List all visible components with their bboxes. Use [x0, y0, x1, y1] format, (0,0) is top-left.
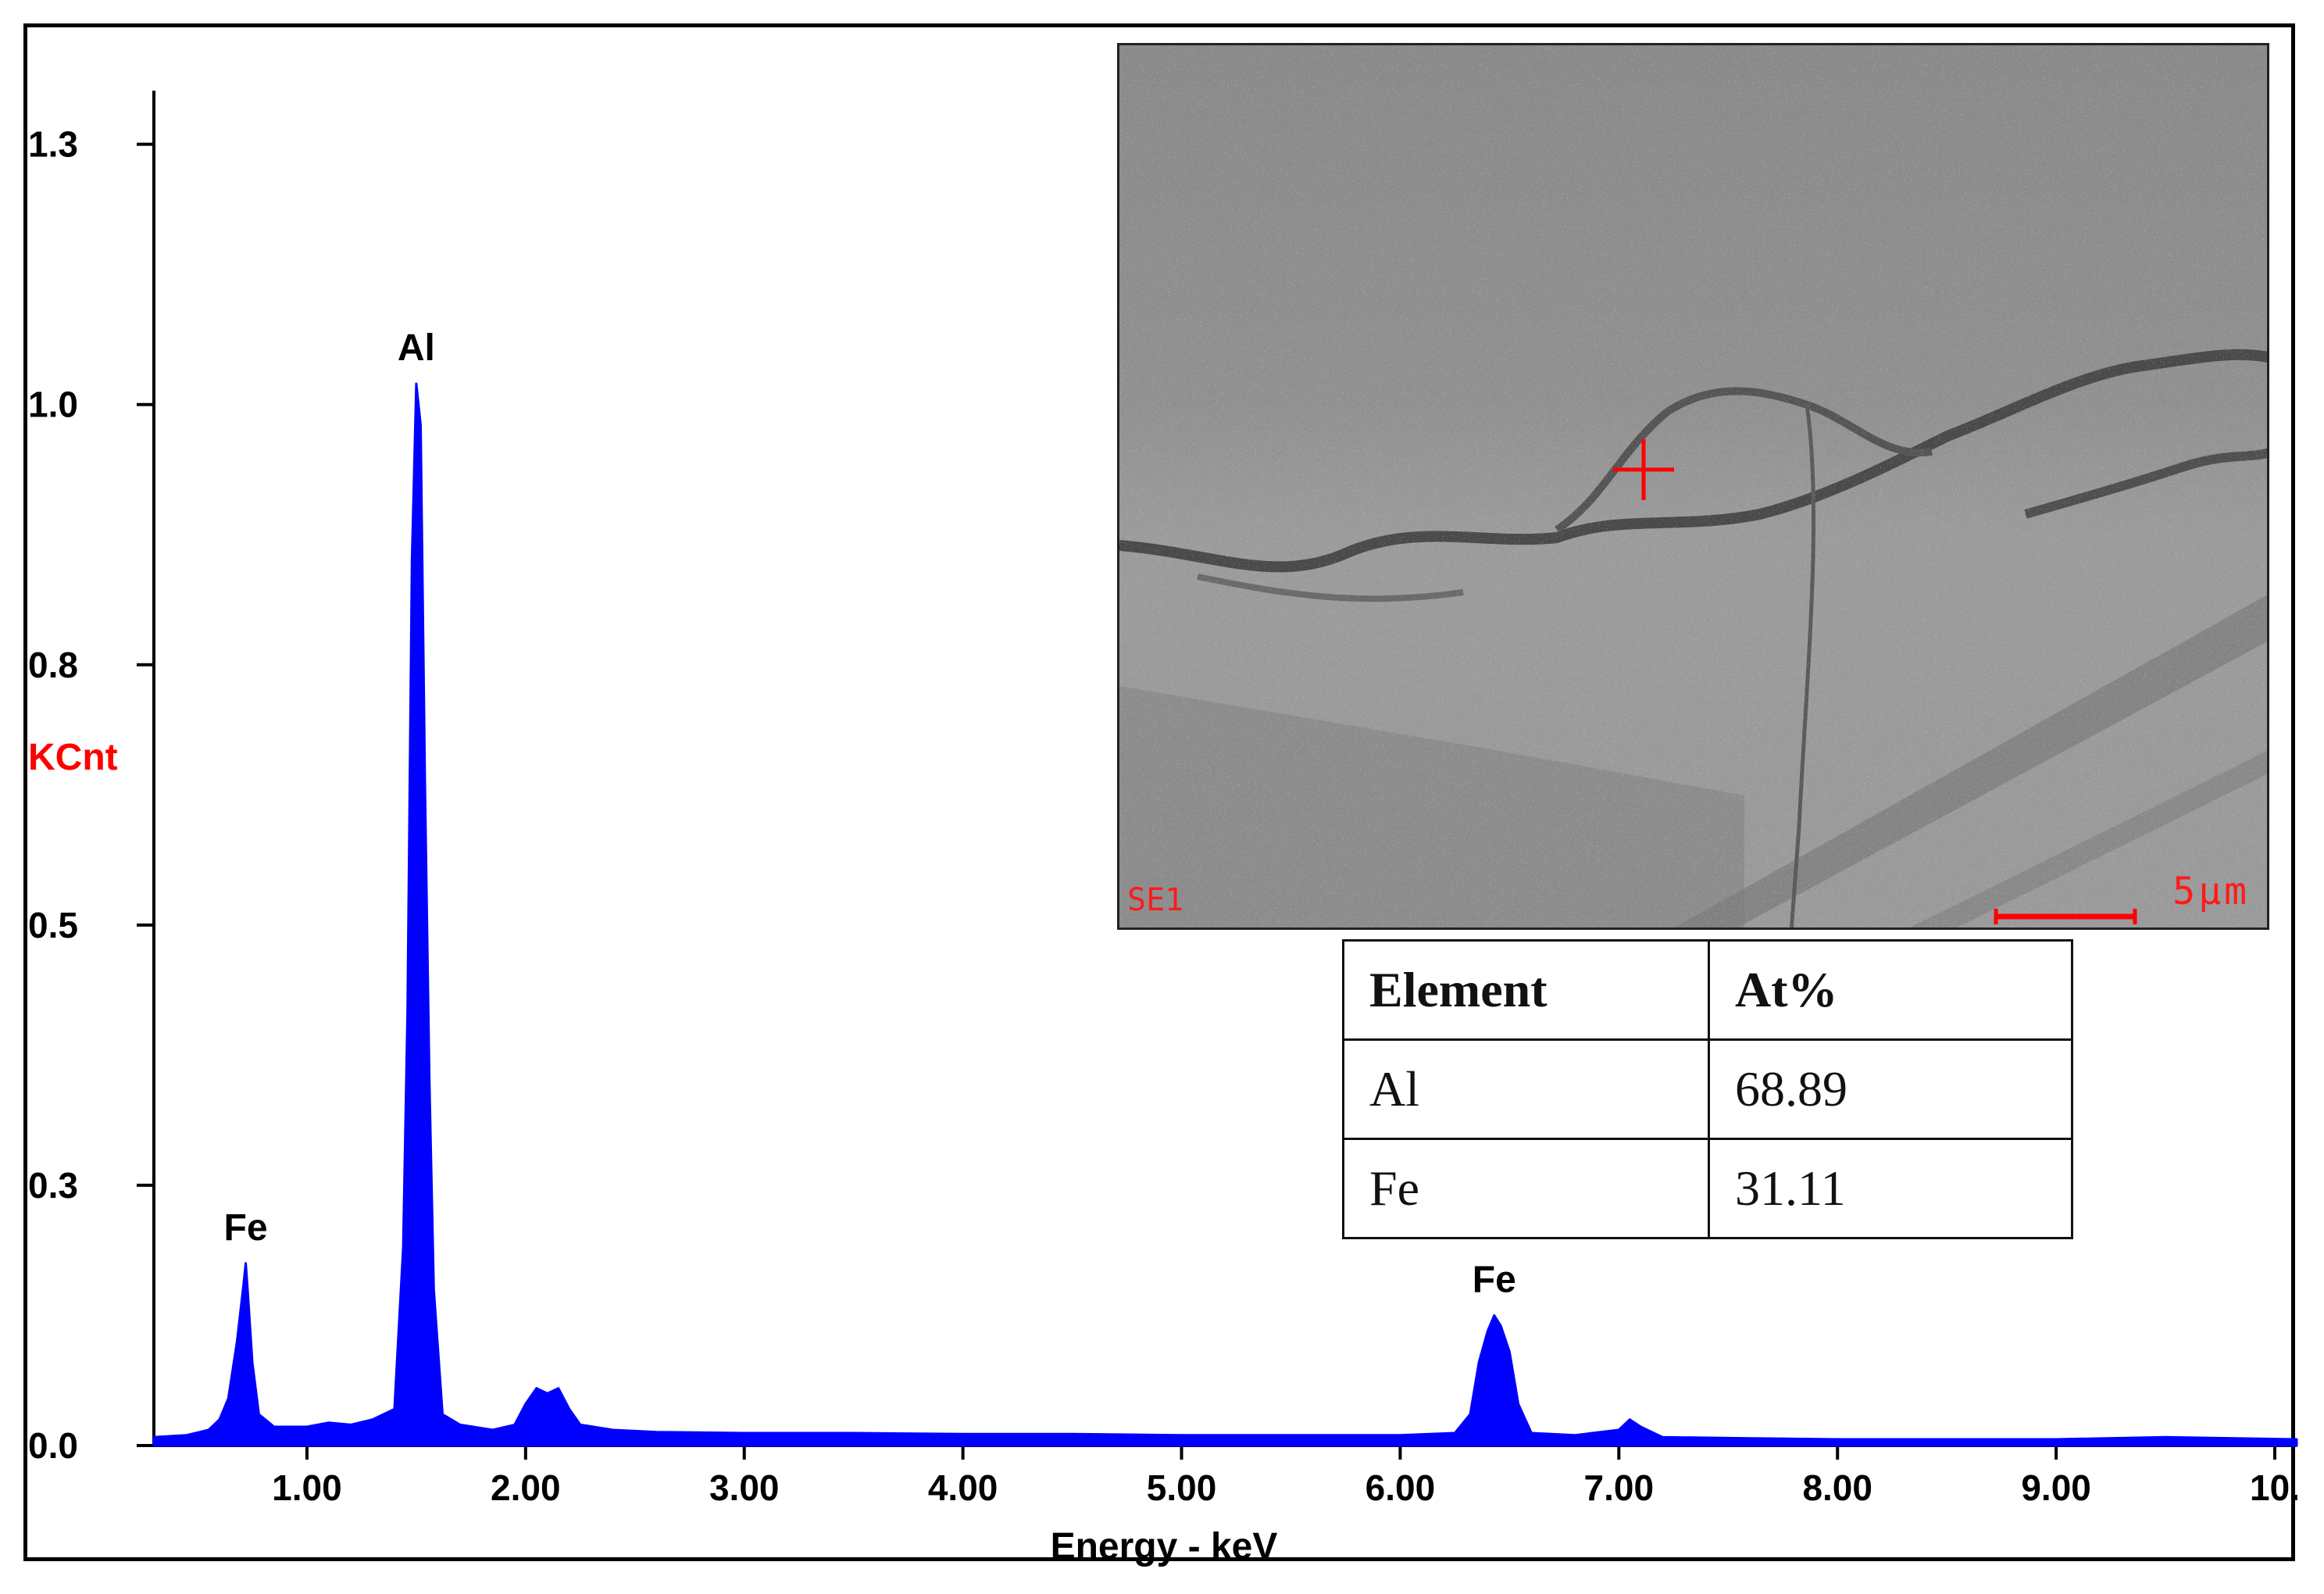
spectrum-series: [152, 382, 2298, 1447]
header-element: Element: [1342, 939, 1710, 1041]
x-tick-label: 2.00: [491, 1467, 561, 1508]
x-tick-label: 8.00: [1802, 1467, 1872, 1508]
x-tick-label: 9.00: [2021, 1467, 2091, 1508]
y-tick-label: 0.3: [28, 1165, 78, 1206]
x-tick-label: 6.00: [1365, 1467, 1436, 1508]
x-tick-label: 3.00: [709, 1467, 780, 1508]
sem-micrograph-image: [1119, 45, 2267, 927]
figure-frame: [23, 23, 2295, 1561]
y-tick-label: 1.3: [28, 124, 78, 165]
cell-element: Fe: [1342, 1138, 1710, 1239]
x-tick-label: 5.00: [1147, 1467, 1217, 1508]
peak-label-fe: Fe: [224, 1207, 268, 1249]
table-row: Fe 31.11: [1342, 1138, 2073, 1239]
y-tick-label: 0.5: [28, 905, 78, 945]
y-tick-label: 0.8: [28, 645, 78, 685]
y-tick-label: 0.0: [28, 1425, 78, 1466]
y-tick-label: 1.0: [28, 384, 78, 425]
spectrum-area: [152, 382, 2298, 1447]
x-axis-title: Energy - keV: [1051, 1526, 1278, 1567]
scale-bar-label: 5μm: [2172, 870, 2250, 913]
cell-at-percent: 68.89: [1708, 1038, 2073, 1140]
cell-at-percent: 31.11: [1708, 1138, 2073, 1239]
peak-label-fe: Fe: [1473, 1259, 1516, 1300]
detector-mode-label: SE1: [1127, 882, 1184, 918]
table-header-row: Element At%: [1342, 939, 2073, 1041]
peak-labels: Fe Al Fe: [224, 327, 1516, 1300]
x-tick-label: 4.00: [928, 1467, 998, 1508]
y-axis-ticks: 0.0 0.3 0.5 0.8 1.0 1.3: [28, 124, 154, 1466]
x-axis-ticks: 1.00 2.00 3.00 4.00 5.00 6.00 7.00 8.00 9.00 10.: [272, 1446, 2300, 1508]
header-at-percent: At%: [1708, 939, 2073, 1041]
crosshair-marker: [1613, 439, 1674, 500]
table-row: Al 68.89: [1342, 1038, 2073, 1140]
y-axis-title: KCnt: [28, 737, 118, 778]
sem-micrograph-inset: SE1 5μm: [1117, 43, 2269, 930]
x-tick-label: 7.00: [1584, 1467, 1655, 1508]
x-tick-label: 10.: [2250, 1467, 2300, 1508]
peak-label-al: Al: [398, 327, 435, 369]
x-tick-label: 1.00: [272, 1467, 342, 1508]
cell-element: Al: [1342, 1038, 1710, 1140]
composition-table: Element At% Al 68.89 Fe 31.11: [1342, 939, 2073, 1239]
scale-bar: [1994, 909, 2137, 924]
